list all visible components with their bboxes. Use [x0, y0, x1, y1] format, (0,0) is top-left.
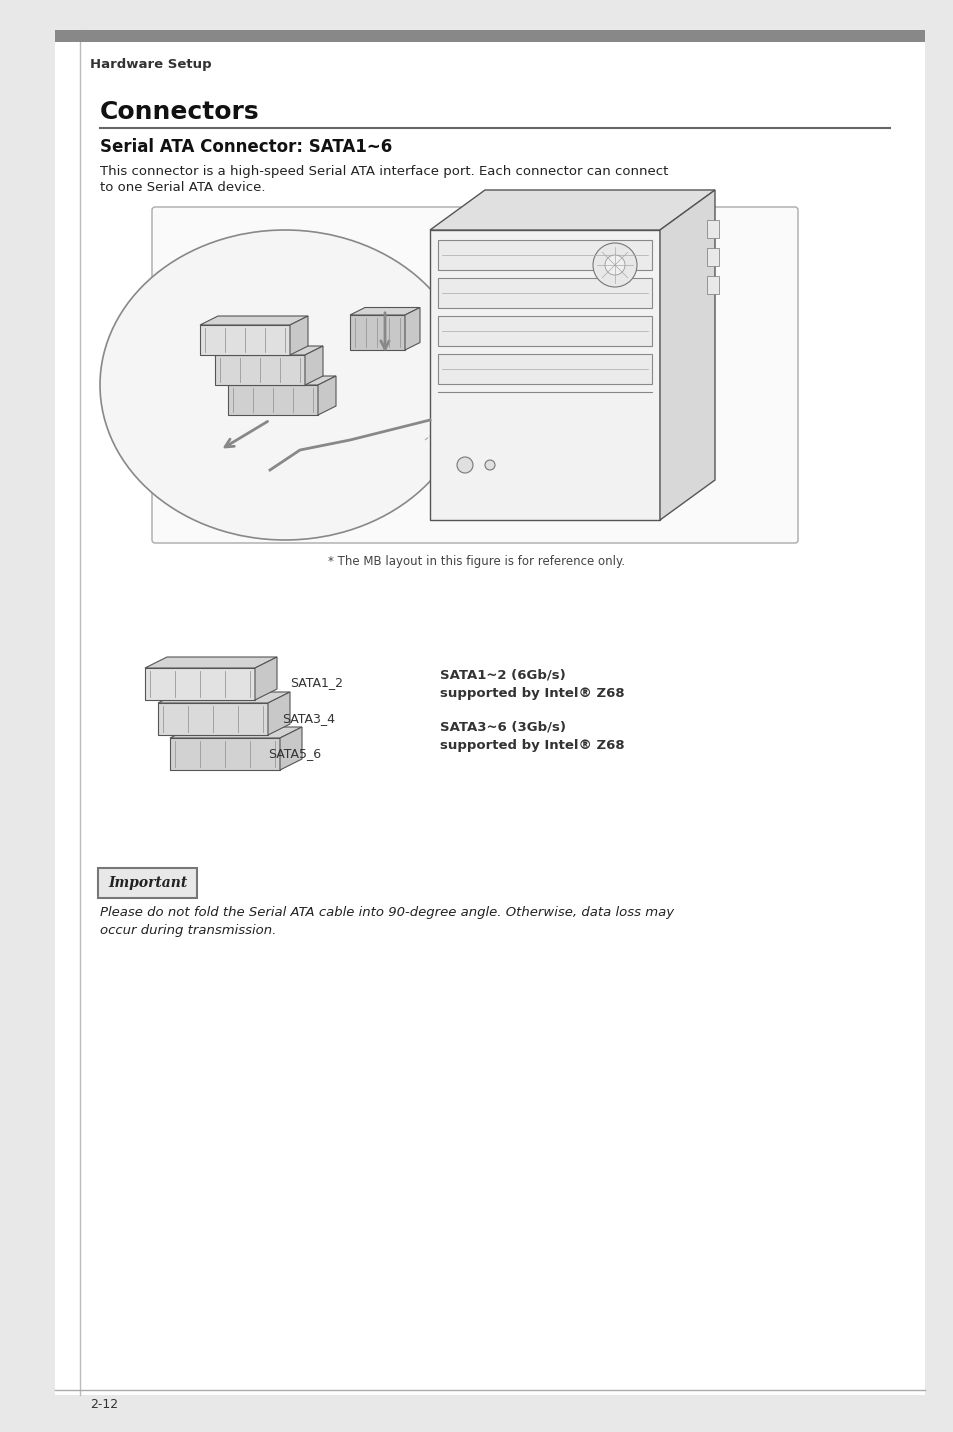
Bar: [437, 241, 651, 271]
Polygon shape: [280, 727, 302, 770]
Text: SATA3~6 (3Gb/s): SATA3~6 (3Gb/s): [439, 720, 565, 733]
FancyBboxPatch shape: [98, 868, 196, 898]
Text: supported by Intel® Z68: supported by Intel® Z68: [439, 739, 624, 752]
Circle shape: [604, 255, 624, 275]
Polygon shape: [145, 657, 276, 667]
Polygon shape: [290, 316, 308, 355]
Ellipse shape: [100, 231, 470, 540]
Polygon shape: [254, 657, 276, 700]
Circle shape: [456, 457, 473, 473]
Circle shape: [484, 460, 495, 470]
Text: Serial ATA Connector: SATA1~6: Serial ATA Connector: SATA1~6: [100, 137, 392, 156]
Polygon shape: [200, 316, 308, 325]
Text: 2-12: 2-12: [90, 1398, 118, 1411]
Text: SATA3_4: SATA3_4: [282, 713, 335, 726]
Text: Hardware Setup: Hardware Setup: [90, 59, 212, 72]
Bar: [145, 667, 254, 700]
Text: Connectors: Connectors: [100, 100, 259, 125]
Polygon shape: [158, 692, 290, 703]
Text: Please do not fold the Serial ATA cable into 90-degree angle. Otherwise, data lo: Please do not fold the Serial ATA cable …: [100, 906, 674, 919]
Text: SATA1~2 (6Gb/s): SATA1~2 (6Gb/s): [439, 667, 565, 682]
Polygon shape: [170, 727, 302, 737]
Polygon shape: [228, 377, 335, 385]
Polygon shape: [430, 190, 714, 231]
Bar: [55, 30, 924, 42]
Polygon shape: [405, 308, 419, 349]
Bar: [437, 316, 651, 347]
Text: SATA1_2: SATA1_2: [290, 676, 343, 689]
Text: to one Serial ATA device.: to one Serial ATA device.: [100, 180, 265, 193]
Polygon shape: [268, 692, 290, 735]
Text: * The MB layout in this figure is for reference only.: * The MB layout in this figure is for re…: [328, 556, 625, 569]
FancyBboxPatch shape: [152, 208, 797, 543]
Text: Important: Important: [108, 876, 187, 891]
Bar: [158, 703, 268, 735]
Bar: [706, 248, 719, 266]
Bar: [170, 737, 280, 770]
Polygon shape: [214, 347, 323, 355]
Bar: [437, 278, 651, 308]
Bar: [214, 355, 305, 385]
Text: supported by Intel® Z68: supported by Intel® Z68: [439, 687, 624, 700]
Text: occur during transmission.: occur during transmission.: [100, 924, 276, 937]
Bar: [350, 315, 405, 349]
Text: This connector is a high-speed Serial ATA interface port. Each connector can con: This connector is a high-speed Serial AT…: [100, 165, 668, 178]
Bar: [706, 221, 719, 238]
Bar: [228, 385, 317, 415]
Bar: [437, 354, 651, 384]
Bar: [200, 325, 290, 355]
Polygon shape: [317, 377, 335, 415]
Polygon shape: [659, 190, 714, 520]
Bar: [706, 276, 719, 294]
Polygon shape: [350, 308, 419, 315]
Polygon shape: [305, 347, 323, 385]
Text: SATA5_6: SATA5_6: [268, 748, 321, 760]
Circle shape: [593, 243, 637, 286]
Bar: [430, 231, 659, 520]
